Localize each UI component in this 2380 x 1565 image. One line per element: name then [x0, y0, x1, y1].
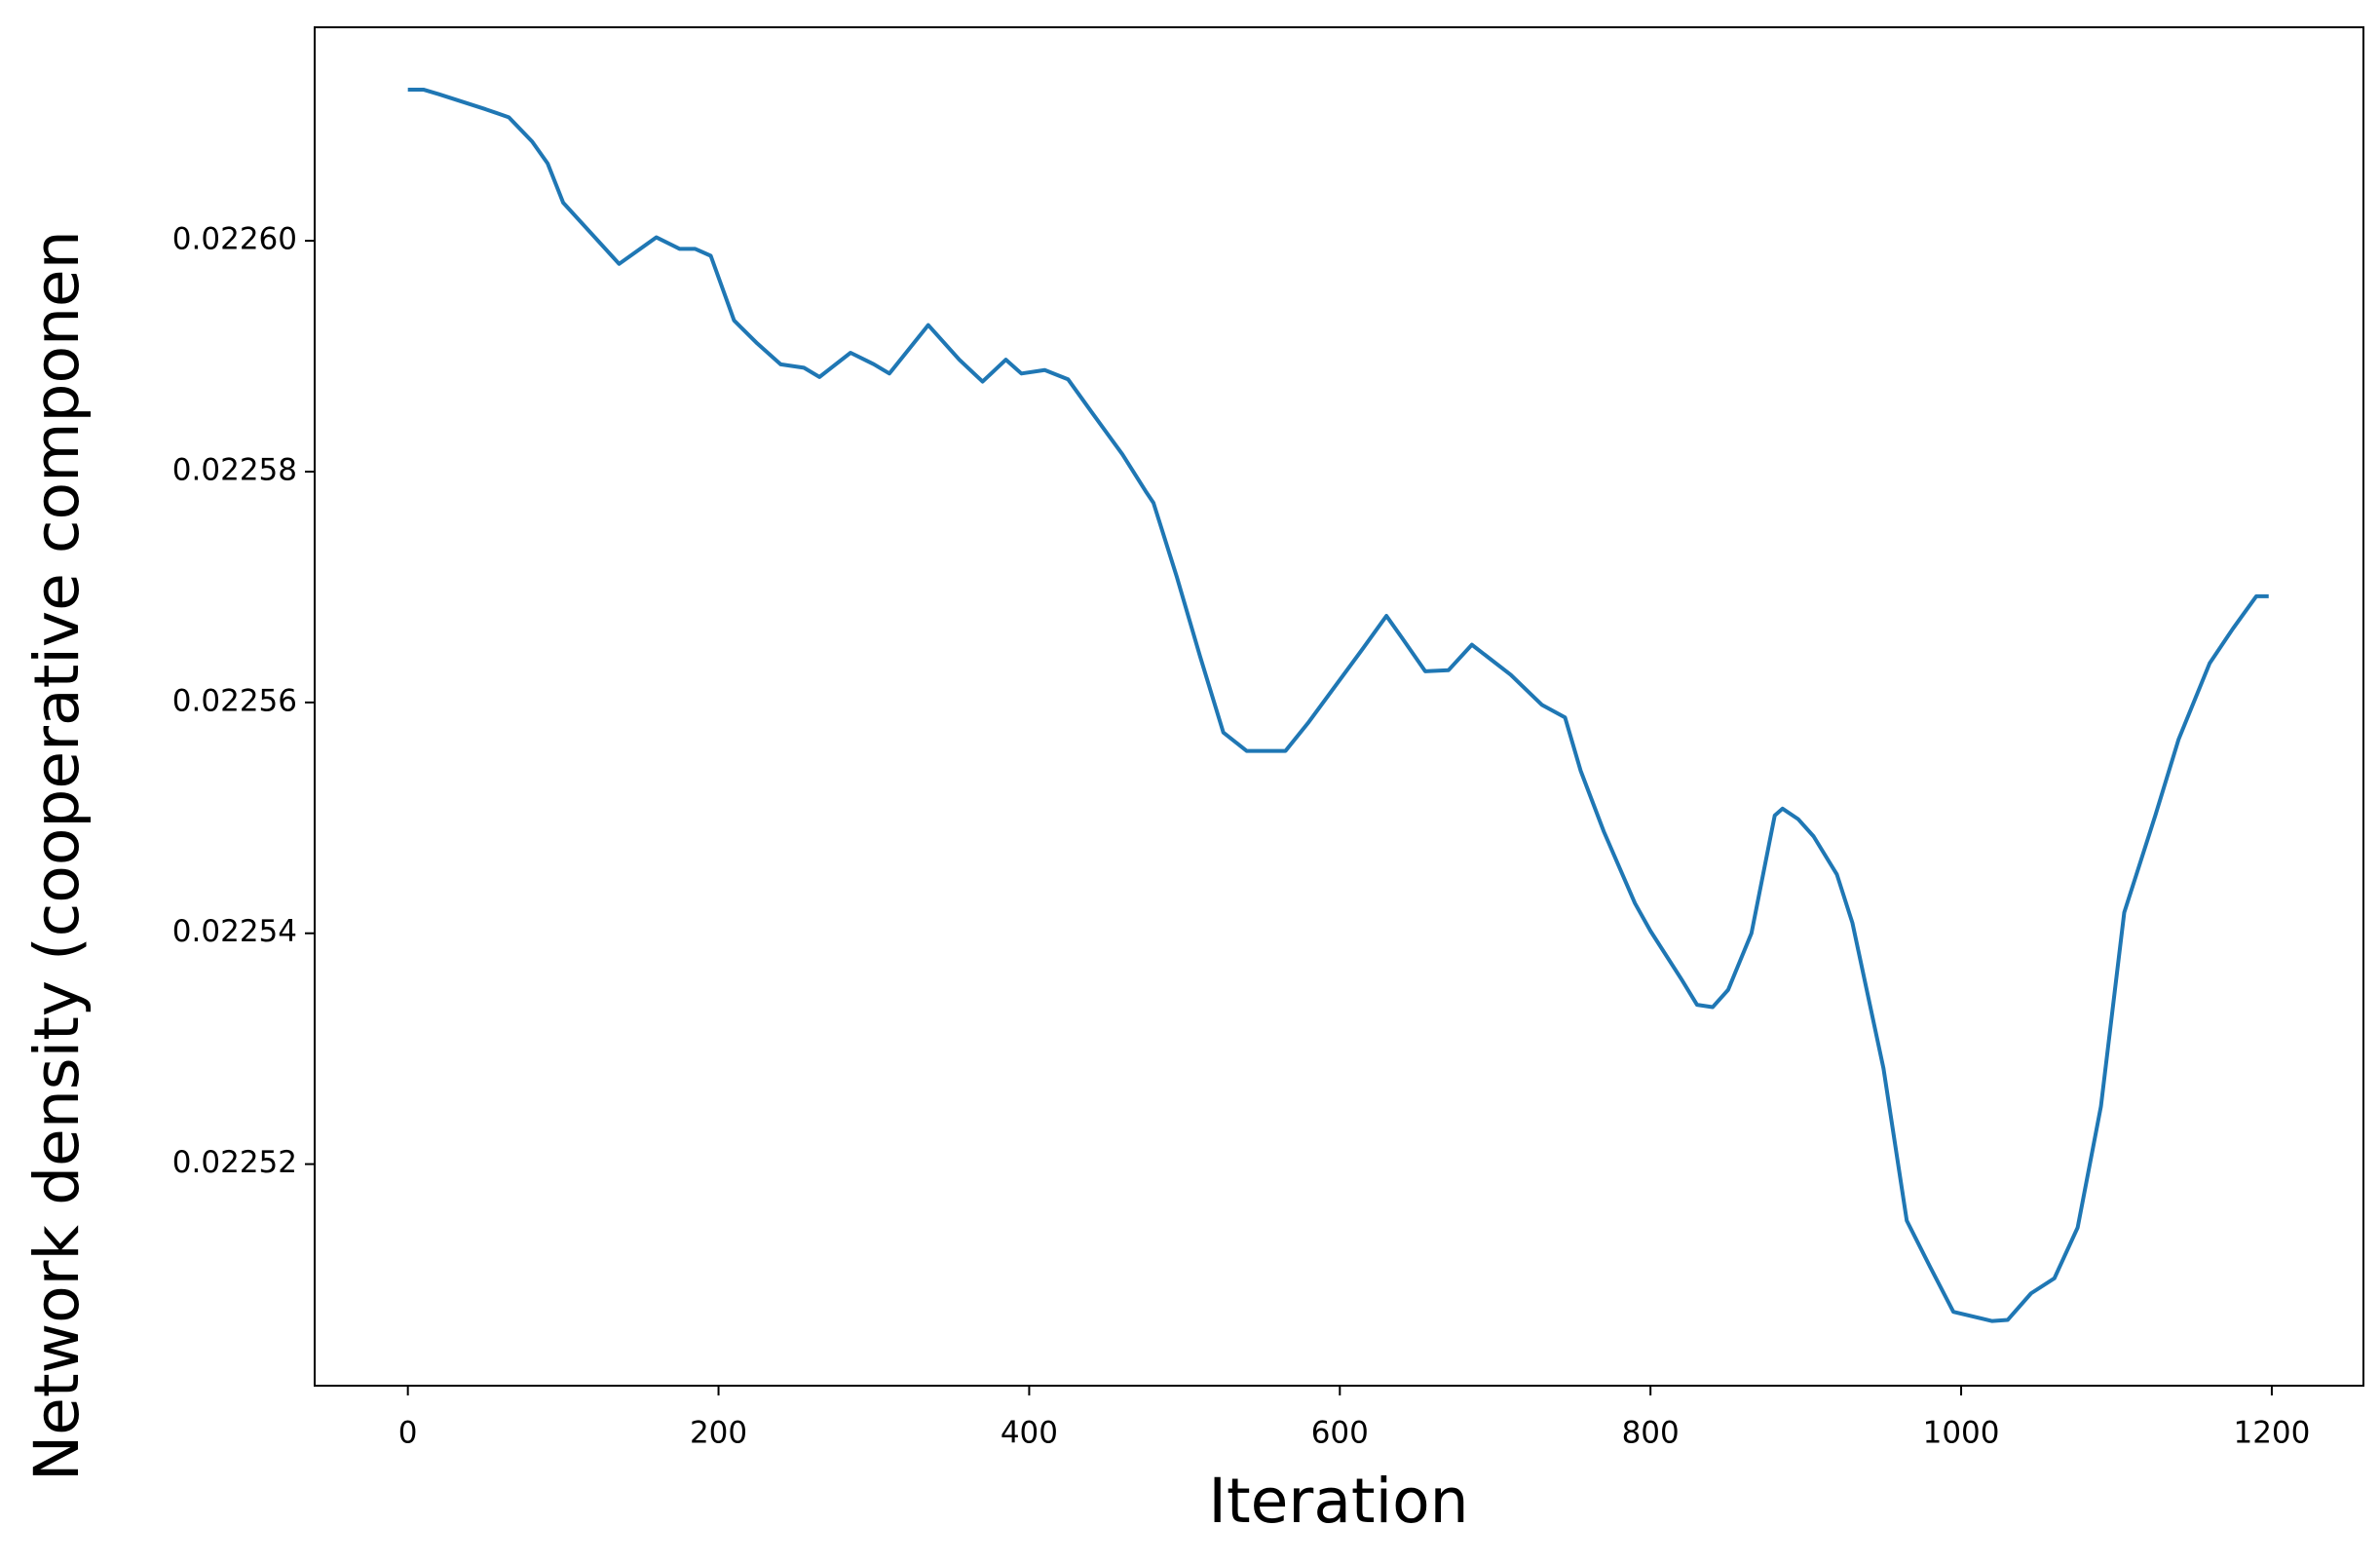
x-tick-label: 1200	[2233, 1416, 2310, 1451]
x-tick-label: 1000	[1923, 1416, 2000, 1451]
plot-frame	[314, 26, 2364, 1387]
x-tick-label: 600	[1311, 1416, 1369, 1451]
x-tick-label: 800	[1622, 1416, 1680, 1451]
y-axis-label: Network density (cooperative componen	[21, 230, 93, 1481]
line-series	[407, 87, 2269, 1323]
x-axis-label: Iteration	[1208, 1466, 1468, 1537]
y-tick-label: 0.02254	[172, 914, 297, 949]
x-tick-label: 0	[398, 1416, 418, 1451]
y-tick-label: 0.02256	[172, 683, 297, 718]
y-tick-label: 0.02258	[172, 452, 297, 487]
y-tick-label: 0.02260	[172, 222, 297, 257]
x-tick-label: 400	[1001, 1416, 1058, 1451]
y-tick-label: 0.02252	[172, 1145, 297, 1180]
x-tick-label: 200	[690, 1416, 747, 1451]
